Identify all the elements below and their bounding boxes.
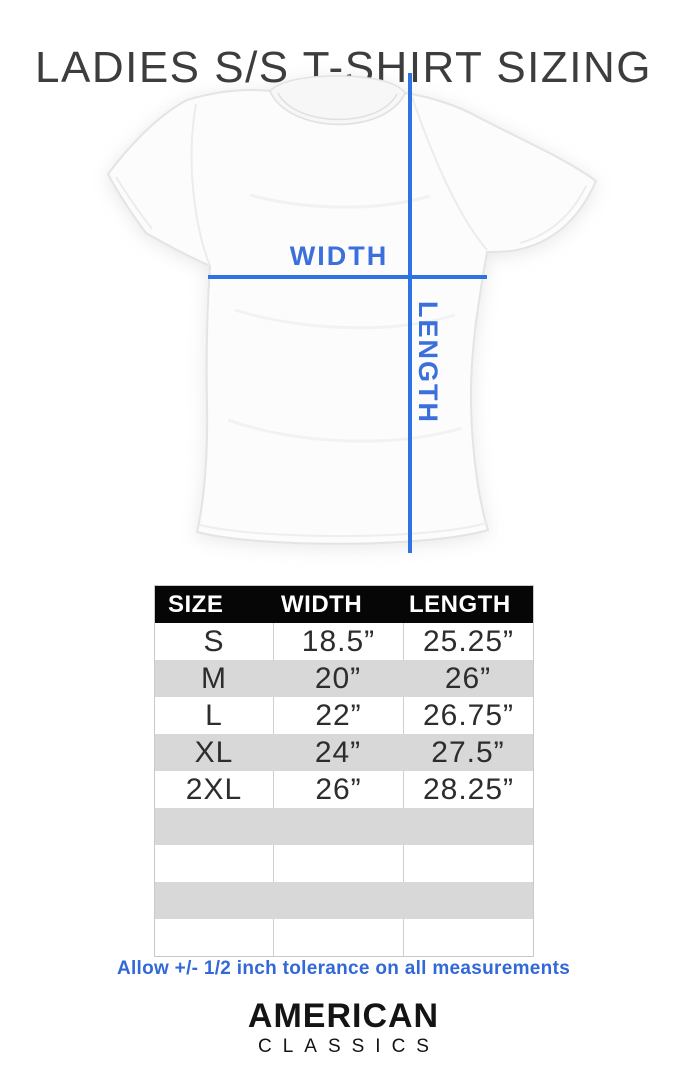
length-measure-line: [408, 73, 412, 553]
brand-subname: CLASSICS: [258, 1035, 440, 1057]
tshirt-armhole-seam-right: [411, 96, 488, 251]
table-row: [155, 882, 533, 919]
tshirt-collar-inner-seam: [277, 92, 398, 121]
table-row: [155, 845, 533, 882]
tshirt-cuff-seam-left: [115, 176, 153, 230]
tshirt-cuff-seam-right: [519, 185, 587, 244]
column-header-length: LENGTH: [409, 590, 511, 618]
table-cell-length: [403, 808, 533, 845]
table-row: S 18.5” 25.25”: [155, 623, 533, 660]
table-cell-length: [403, 882, 533, 919]
tshirt-collar: [269, 75, 406, 125]
table-cell-width: [273, 919, 403, 956]
brand-logo: AMERICAN CLASSICS: [0, 997, 687, 1058]
width-label: WIDTH: [289, 241, 389, 271]
tshirt-wrinkle: [234, 308, 456, 330]
table-cell-size: [155, 845, 273, 882]
table-cell-length: 26”: [444, 661, 492, 695]
size-table: SIZE WIDTH LENGTH S 18.5” 25.25” M 20” 26” L 22…: [154, 585, 534, 957]
tshirt-armhole-seam-left: [190, 103, 211, 267]
table-cell-length: [403, 919, 533, 956]
tolerance-note: Allow +/- 1/2 inch tolerance on all meas…: [116, 958, 571, 979]
table-cell-size: S: [203, 624, 225, 658]
table-row: L 22” 26.75”: [155, 697, 533, 734]
table-cell-size: M: [201, 661, 227, 695]
table-cell-size: XL: [194, 735, 234, 769]
table-row: [155, 808, 533, 845]
table-cell-size: [155, 808, 273, 845]
size-table-header: SIZE WIDTH LENGTH: [155, 586, 533, 623]
column-header-width: WIDTH: [281, 590, 363, 618]
table-cell-width: [273, 845, 403, 882]
table-row: 2XL 26” 28.25”: [155, 771, 533, 808]
table-cell-width: 22”: [273, 697, 403, 734]
table-cell-width: [273, 808, 403, 845]
table-cell-length: 28.25”: [403, 771, 533, 808]
table-cell-width: 18.5”: [273, 623, 403, 660]
table-cell-size: [155, 882, 273, 919]
table-cell-size: [155, 919, 273, 956]
table-cell-width: [273, 882, 403, 919]
brand-name: AMERICAN: [247, 997, 440, 1035]
table-row: XL 24” 27.5”: [155, 734, 533, 771]
table-row: [155, 919, 533, 956]
table-cell-width: 20”: [314, 661, 362, 695]
table-cell-size: L: [205, 698, 223, 732]
length-label: LENGTH: [413, 301, 443, 424]
table-cell-length: 27.5”: [431, 735, 505, 769]
size-table-body: S 18.5” 25.25” M 20” 26” L 22” 26.75” XL 24” 27.5” 2…: [155, 623, 533, 956]
tshirt-wrinkle: [227, 418, 463, 443]
tshirt-outline: [107, 89, 597, 545]
width-measure-line: [208, 275, 487, 279]
table-cell-length: 25.25”: [403, 623, 533, 660]
table-cell-size: 2XL: [185, 772, 243, 806]
table-cell-length: [403, 845, 533, 882]
tshirt-hem-seam: [199, 522, 487, 537]
table-cell-width: 24”: [314, 735, 362, 769]
table-row: M 20” 26”: [155, 660, 533, 697]
table-cell-width: 26”: [273, 771, 403, 808]
column-header-size: SIZE: [168, 590, 224, 618]
table-cell-length: 26.75”: [403, 697, 533, 734]
